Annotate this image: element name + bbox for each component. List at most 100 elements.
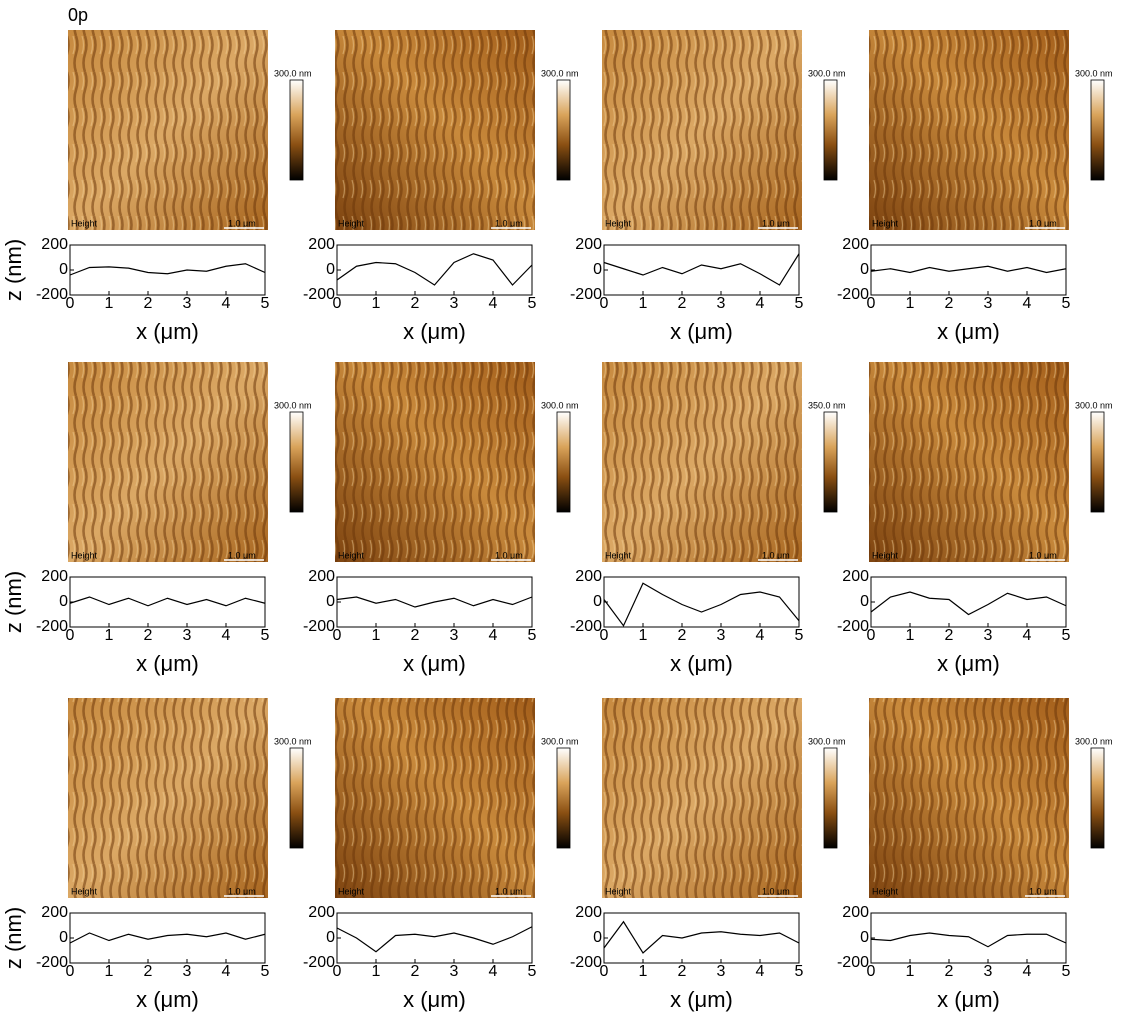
x-tick-label: 4 xyxy=(222,627,231,644)
x-axis-label: x (μm) xyxy=(403,319,466,344)
colorbar-label: 300.0 nm xyxy=(541,736,579,746)
x-tick-label: 5 xyxy=(1062,295,1071,312)
colorbar xyxy=(557,412,570,512)
x-tick-label: 3 xyxy=(717,627,726,644)
x-axis-label: x (μm) xyxy=(937,319,1000,344)
colorbar-label: 300.0 nm xyxy=(274,68,312,78)
x-tick-label: 4 xyxy=(1023,963,1032,980)
figure: 0p Height1.0 μm300.0 nm012345-2000200x (… xyxy=(0,0,1135,1023)
image-label: Height xyxy=(71,886,98,896)
image-label: Height xyxy=(71,550,98,560)
y-tick-label: -200 xyxy=(570,618,602,635)
x-tick-label: 3 xyxy=(450,627,459,644)
image-label: Height xyxy=(872,218,899,228)
x-tick-label: 3 xyxy=(717,963,726,980)
colorbar xyxy=(290,412,303,512)
x-tick-label: 2 xyxy=(678,295,687,312)
y-tick-label: 200 xyxy=(41,236,68,253)
x-tick-label: 1 xyxy=(105,627,114,644)
colorbar-label: 300.0 nm xyxy=(274,400,312,410)
afm-texture xyxy=(602,698,802,898)
x-tick-label: 2 xyxy=(411,963,420,980)
x-tick-label: 4 xyxy=(489,963,498,980)
x-axis-label: x (μm) xyxy=(670,987,733,1012)
y-tick-label: -200 xyxy=(36,286,68,303)
image-label: Height xyxy=(338,886,365,896)
colorbar-label: 300.0 nm xyxy=(808,68,846,78)
x-tick-label: 1 xyxy=(906,963,915,980)
y-tick-label: 200 xyxy=(575,904,602,921)
scale-bar-label: 1.0 μm xyxy=(228,218,256,228)
colorbar-label: 300.0 nm xyxy=(1075,400,1113,410)
x-tick-label: 5 xyxy=(795,963,804,980)
scale-bar-label: 1.0 μm xyxy=(1029,218,1057,228)
x-tick-label: 2 xyxy=(945,295,954,312)
y-tick-label: 0 xyxy=(59,929,68,946)
x-tick-label: 3 xyxy=(450,295,459,312)
y-axis-label: z (nm) xyxy=(1,907,26,969)
image-label: Height xyxy=(605,886,632,896)
image-label: Height xyxy=(71,218,98,228)
x-tick-label: 1 xyxy=(372,627,381,644)
plot-frame xyxy=(337,913,532,963)
colorbar xyxy=(290,80,303,180)
colorbar-label: 300.0 nm xyxy=(808,736,846,746)
x-tick-label: 3 xyxy=(984,295,993,312)
afm-texture xyxy=(335,362,535,562)
y-tick-label: -200 xyxy=(837,618,869,635)
colorbar xyxy=(824,748,837,848)
colorbar xyxy=(290,748,303,848)
x-tick-label: 3 xyxy=(717,295,726,312)
x-tick-label: 4 xyxy=(756,295,765,312)
plot-frame xyxy=(70,913,265,963)
x-axis-label: x (μm) xyxy=(403,987,466,1012)
colorbar-label: 350.0 nm xyxy=(808,400,846,410)
x-tick-label: 5 xyxy=(261,295,270,312)
colorbar-label: 300.0 nm xyxy=(274,736,312,746)
x-tick-label: 2 xyxy=(678,627,687,644)
colorbar xyxy=(824,80,837,180)
afm-texture xyxy=(335,698,535,898)
x-axis-label: x (μm) xyxy=(136,319,199,344)
colorbar-label: 300.0 nm xyxy=(1075,736,1113,746)
profile-line xyxy=(871,266,1066,272)
x-tick-label: 4 xyxy=(756,963,765,980)
x-axis-label: x (μm) xyxy=(403,651,466,676)
scale-bar-label: 1.0 μm xyxy=(762,886,790,896)
y-tick-label: 200 xyxy=(575,236,602,253)
afm-texture xyxy=(68,362,268,562)
x-tick-label: 1 xyxy=(105,963,114,980)
x-tick-label: 1 xyxy=(372,295,381,312)
y-tick-label: 200 xyxy=(41,568,68,585)
afm-texture xyxy=(602,362,802,562)
colorbar xyxy=(824,412,837,512)
x-tick-label: 5 xyxy=(528,963,537,980)
y-tick-label: 200 xyxy=(308,568,335,585)
colorbar xyxy=(1091,80,1104,180)
x-axis-label: x (μm) xyxy=(136,987,199,1012)
x-axis-label: x (μm) xyxy=(670,319,733,344)
image-label: Height xyxy=(872,550,899,560)
y-tick-label: 0 xyxy=(860,593,869,610)
y-tick-label: 200 xyxy=(41,904,68,921)
y-tick-label: 200 xyxy=(842,568,869,585)
x-tick-label: 2 xyxy=(411,627,420,644)
x-tick-label: 3 xyxy=(984,963,993,980)
y-axis-label: z (nm) xyxy=(1,239,26,301)
y-tick-label: 0 xyxy=(326,593,335,610)
image-label: Height xyxy=(872,886,899,896)
y-tick-label: 0 xyxy=(59,261,68,278)
profile-line xyxy=(604,583,799,626)
plot-frame xyxy=(337,245,532,295)
image-label: Height xyxy=(605,550,632,560)
x-tick-label: 1 xyxy=(639,295,648,312)
x-tick-label: 4 xyxy=(756,627,765,644)
profile-line xyxy=(337,927,532,952)
x-tick-label: 2 xyxy=(144,295,153,312)
profile-line xyxy=(70,597,265,606)
scale-bar-label: 1.0 μm xyxy=(495,886,523,896)
afm-texture xyxy=(68,30,268,230)
x-tick-label: 3 xyxy=(984,627,993,644)
x-tick-label: 4 xyxy=(1023,295,1032,312)
x-tick-label: 5 xyxy=(528,627,537,644)
